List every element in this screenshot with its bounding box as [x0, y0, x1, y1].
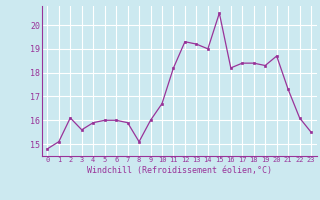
X-axis label: Windchill (Refroidissement éolien,°C): Windchill (Refroidissement éolien,°C): [87, 166, 272, 175]
